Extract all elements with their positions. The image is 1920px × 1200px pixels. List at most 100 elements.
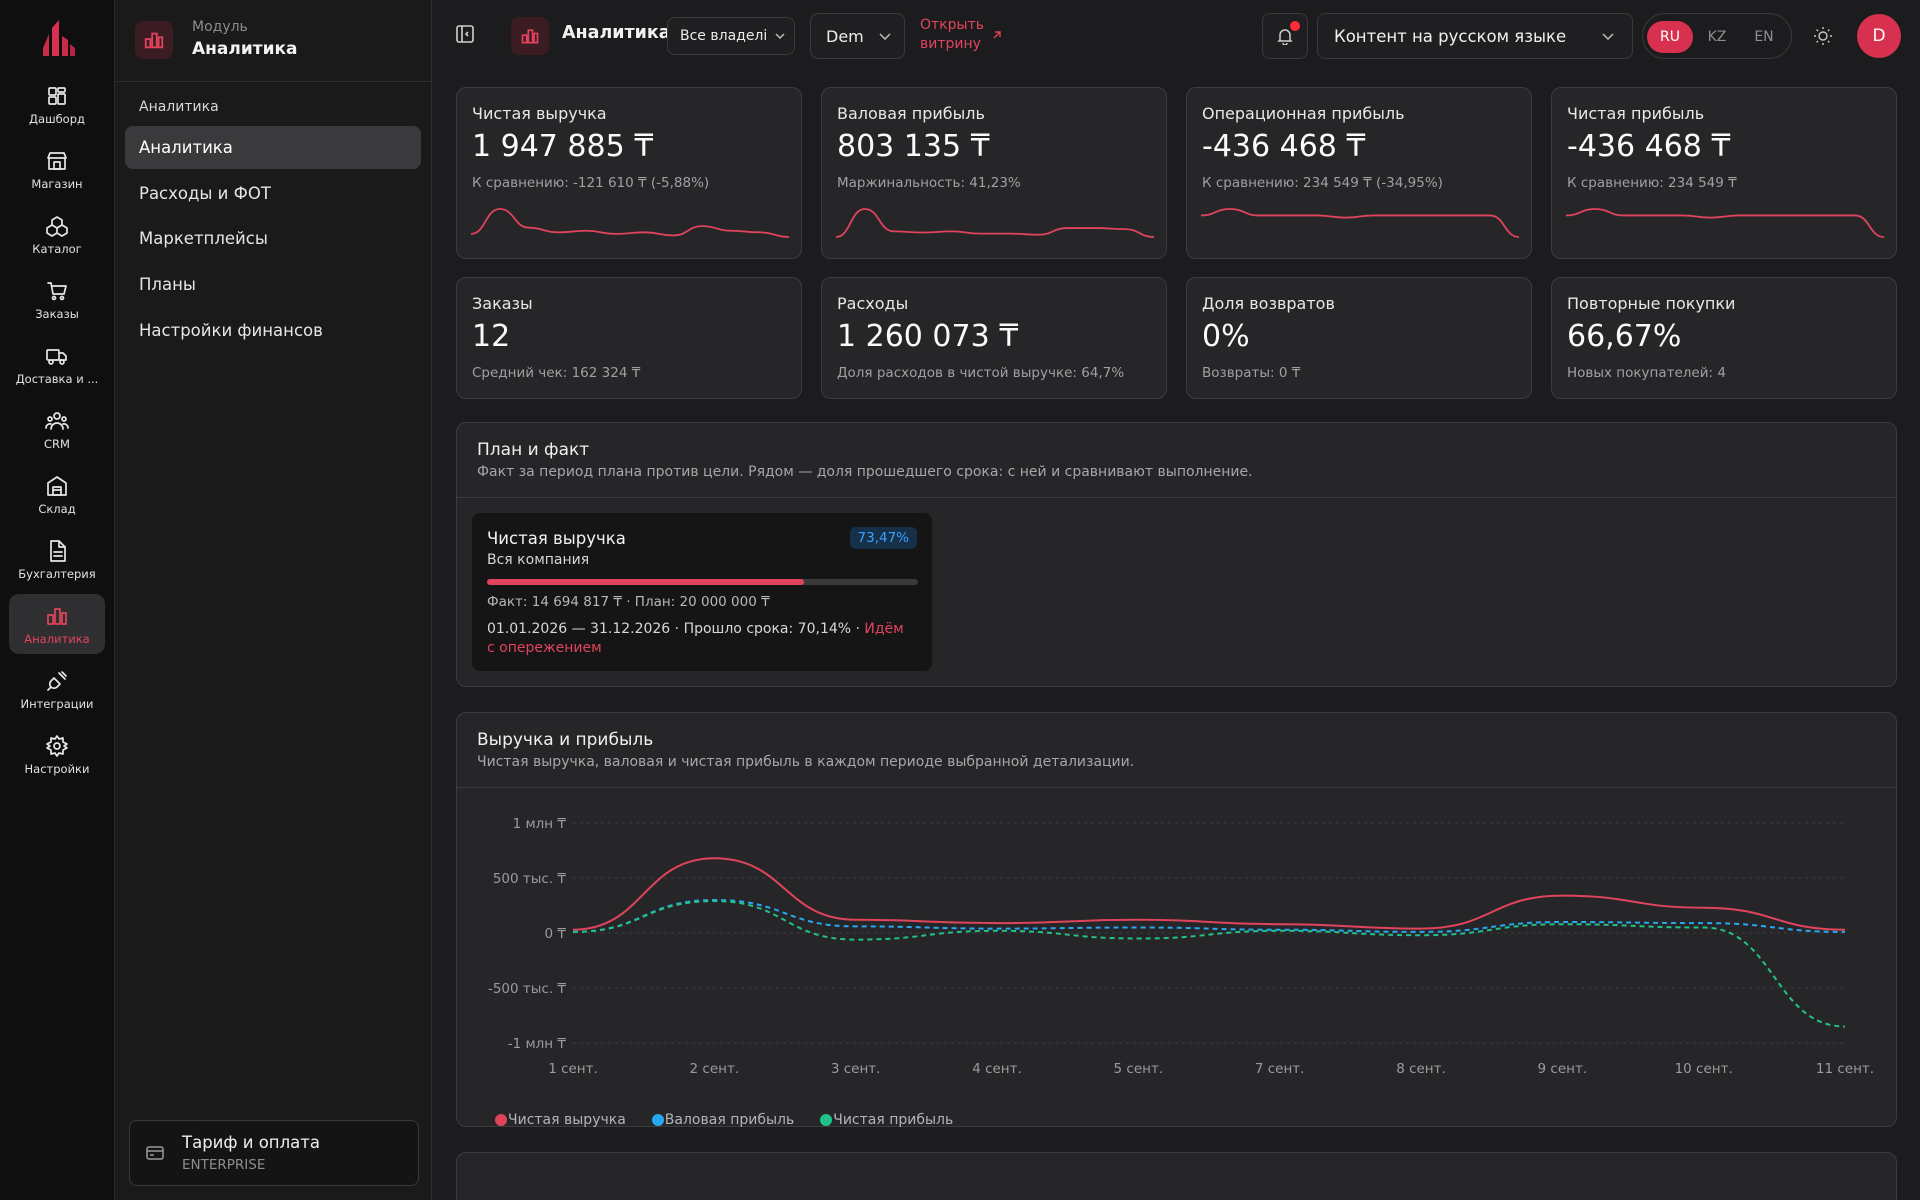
x-tick-label: 10 сент.: [1675, 1061, 1733, 1077]
rail-item-label: Дашборд: [29, 112, 85, 126]
module-title: Аналитика: [192, 39, 298, 59]
lang-ru-button[interactable]: RU: [1647, 21, 1693, 53]
kpi-value: -436 468 ₸: [1567, 129, 1731, 164]
kpi-sparkline: [471, 208, 789, 238]
legend-item[interactable]: Чистая выручка: [495, 1112, 626, 1128]
rail-item-plug[interactable]: Интеграции: [9, 659, 105, 719]
analytics-icon: [511, 17, 549, 55]
plan-fact-description: Факт за период плана против цели. Рядом …: [477, 464, 1253, 480]
store-select[interactable]: Dem: [810, 13, 905, 59]
kpi-label: Заказы: [472, 294, 533, 313]
kpi-sparkline: [1566, 208, 1884, 238]
plan-card-scope: Вся компания: [487, 552, 590, 568]
rail-item-truck[interactable]: Доставка и ...: [9, 334, 105, 394]
rail-item-users[interactable]: CRM: [9, 399, 105, 459]
revenue-profit-section: Выручка и прибыль Чистая выручка, валова…: [456, 712, 1897, 1128]
rail-item-document[interactable]: Бухгалтерия: [9, 529, 105, 589]
rail-item-label: Доставка и ...: [15, 372, 99, 386]
owner-select[interactable]: Все владелі: [667, 17, 795, 55]
rail-item-label: Бухгалтерия: [18, 567, 96, 581]
kpi-value: 0%: [1202, 319, 1250, 354]
sidebar-item-analytics[interactable]: Аналитика: [125, 126, 421, 169]
rail-item-label: Аналитика: [24, 632, 90, 646]
kpi-card: Расходы 1 260 073 ₸ Доля расходов в чистой…: [821, 277, 1167, 399]
kpi-subtext: Средний чек: 162 324 ₸: [472, 365, 641, 381]
rail-item-label: Настройки: [24, 762, 90, 776]
notification-dot: [1290, 21, 1300, 31]
chart-legend: Чистая выручка Валовая прибыль Чистая приб…: [495, 1112, 953, 1128]
legend-item[interactable]: Чистая прибыль: [820, 1112, 953, 1128]
rail-item-catalog[interactable]: Каталог: [9, 204, 105, 264]
chart-description: Чистая выручка, валовая и чистая прибыль…: [477, 754, 1135, 770]
analytics-icon: [47, 608, 67, 625]
kpi-sparkline: [1201, 208, 1519, 238]
y-tick-label: 1 млн ₸: [513, 816, 567, 832]
notifications-button[interactable]: [1262, 13, 1308, 59]
language-switcher: RU KZ EN: [1642, 13, 1792, 59]
sidebar-item-finance-settings[interactable]: Настройки финансов: [139, 321, 323, 340]
kpi-subtext: К сравнению: 234 549 ₸: [1567, 175, 1737, 191]
sun-icon: [1814, 27, 1832, 45]
open-store-label: Открыть витрину: [920, 17, 984, 52]
page-title: Аналитика: [562, 23, 671, 43]
kpi-subtext: К сравнению: -121 610 ₸ (-5,88%): [472, 175, 710, 191]
sidebar-item-marketplaces[interactable]: Маркетплейсы: [139, 229, 268, 248]
rail-item-cart[interactable]: Заказы: [9, 269, 105, 329]
store-select-value: Dem: [826, 26, 864, 46]
y-tick-label: 500 тыс. ₸: [493, 871, 567, 887]
plug-icon: [47, 671, 67, 691]
legend-dot: [651, 1114, 664, 1126]
analytics-icon: [135, 21, 173, 59]
sidebar-item-plans[interactable]: Планы: [139, 275, 196, 294]
rail-item-label: Заказы: [35, 307, 79, 321]
legend-item[interactable]: Валовая прибыль: [651, 1112, 794, 1128]
tariff-plan: ENTERPRISE: [182, 1157, 266, 1173]
catalog-icon: [46, 216, 68, 237]
app-rail: Дашборд Магазин Каталог Заказы Доставка и ..…: [0, 0, 115, 1200]
dashboard-icon: [48, 87, 66, 105]
tariff-button[interactable]: Тариф и оплата ENTERPRISE: [129, 1120, 419, 1186]
open-store-link[interactable]: Открыть витрину: [920, 16, 1002, 54]
x-tick-label: 2 сент.: [690, 1061, 740, 1077]
chevron-down-icon: [775, 33, 785, 39]
series-line-2: [572, 900, 1846, 1028]
top-bar: Аналитика Все владелі Dem Открыть витрин…: [433, 0, 1920, 73]
sidebar-section-title: Аналитика: [139, 99, 219, 115]
rail-item-label: Склад: [38, 502, 76, 516]
kpi-label: Чистая выручка: [472, 104, 607, 123]
lang-en-button[interactable]: EN: [1754, 29, 1774, 45]
warehouse-icon: [47, 476, 67, 496]
plan-status: Идём с опережением: [487, 621, 904, 656]
x-tick-label: 8 сент.: [1396, 1061, 1446, 1077]
sidebar-item-expenses[interactable]: Расходы и ФОТ: [139, 184, 271, 203]
series-line-1: [572, 898, 1846, 933]
rail-item-gear[interactable]: Настройки: [9, 724, 105, 784]
kpi-card: Повторные покупки 66,67% Новых покупателей…: [1551, 277, 1897, 399]
kpi-card: Заказы 12 Средний чек: 162 324 ₸: [456, 277, 802, 399]
rail-item-analytics[interactable]: Аналитика: [9, 594, 105, 654]
theme-toggle-button[interactable]: [1813, 26, 1833, 46]
kpi-label: Повторные покупки: [1567, 294, 1736, 313]
x-tick-label: 4 сент.: [972, 1061, 1022, 1077]
external-link-icon: [993, 31, 1001, 39]
plan-card[interactable]: Чистая выручка Вся компания 73,47% Факт:…: [472, 513, 932, 671]
lang-kz-button[interactable]: KZ: [1707, 29, 1727, 45]
plan-progress-bar: [487, 579, 918, 585]
rail-item-dashboard[interactable]: Дашборд: [9, 74, 105, 134]
sidebar-toggle-button[interactable]: [455, 24, 475, 44]
plan-card-title: Чистая выручка: [487, 529, 626, 548]
kpi-value: -436 468 ₸: [1202, 129, 1366, 164]
x-tick-label: 11 сент.: [1816, 1061, 1874, 1077]
avatar[interactable]: D: [1857, 14, 1901, 58]
kpi-value: 66,67%: [1567, 319, 1682, 354]
tariff-title: Тариф и оплата: [182, 1133, 320, 1152]
content-language-select[interactable]: Контент на русском языке: [1317, 13, 1633, 59]
y-tick-label: 0 ₸: [545, 926, 567, 942]
plan-fact-values: Факт: 14 694 817 ₸ · План: 20 000 000 ₸: [487, 594, 770, 610]
chart-title: Выручка и прибыль: [477, 730, 654, 750]
rail-item-warehouse[interactable]: Склад: [9, 464, 105, 524]
kpi-card: Валовая прибыль 803 135 ₸ Маржинальность: …: [821, 87, 1167, 259]
kpi-label: Валовая прибыль: [837, 104, 985, 123]
rail-item-store[interactable]: Магазин: [9, 139, 105, 199]
